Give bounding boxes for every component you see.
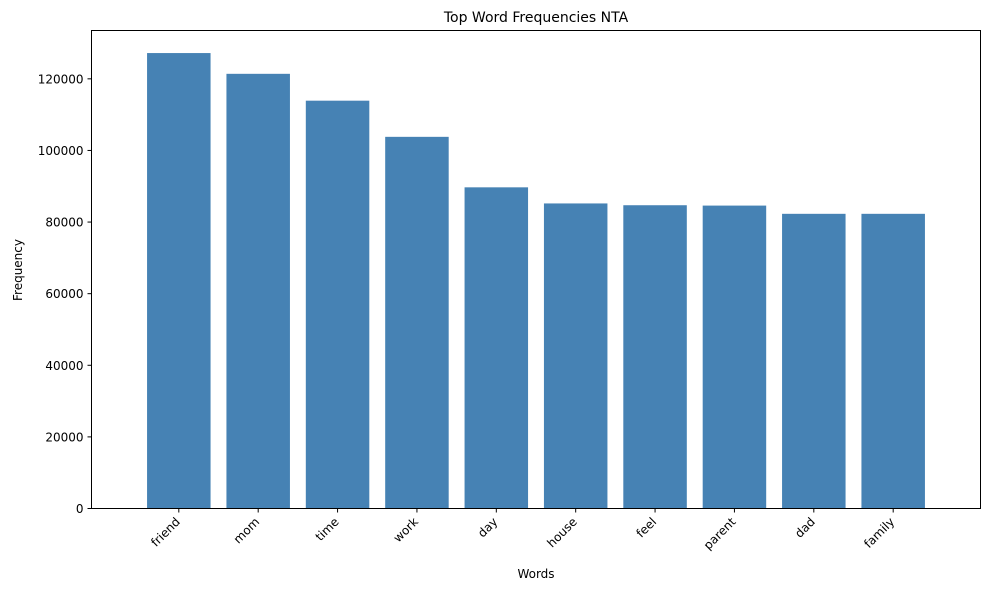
x-tick-label-house: house [544,515,579,550]
bar-friend [147,53,211,509]
x-tick-label-parent: parent [701,515,739,553]
bar-dad [782,213,846,509]
bar-work [385,136,449,509]
y-axis-label: Frequency [11,239,25,301]
y-tick-label: 0 [76,502,84,516]
x-tick-label-work: work [391,515,421,545]
y-tick-label: 60000 [45,287,83,301]
y-tick-label: 40000 [45,359,83,373]
bar-parent [702,205,767,509]
x-tick-label-dad: dad [792,515,818,541]
chart-title: Top Word Frequencies NTA [443,10,629,26]
bar-house [543,203,608,509]
bar-time [305,100,370,509]
bar-mom [226,73,290,509]
x-axis: friend mom time work day house feel parent dad fa… [148,508,897,553]
x-tick-label-feel: feel [633,515,659,541]
bar-day [464,187,529,509]
y-axis: 0 20000 40000 60000 80000 100000 120000 [38,72,92,516]
y-tick-label: 120000 [38,72,84,86]
bar-feel [623,205,687,509]
y-tick-label: 100000 [38,144,84,158]
bars [147,53,925,509]
x-tick-label-time: time [313,515,342,544]
x-tick-label-day: day [475,515,501,541]
x-axis-label: Words [517,567,554,581]
plot-frame [91,30,981,509]
x-tick-label-family: family [861,515,897,551]
x-tick-label-mom: mom [231,515,263,547]
y-tick-label: 20000 [45,430,83,444]
x-tick-label-friend: friend [148,515,183,550]
y-tick-label: 80000 [45,216,83,230]
bar-family [861,213,925,509]
